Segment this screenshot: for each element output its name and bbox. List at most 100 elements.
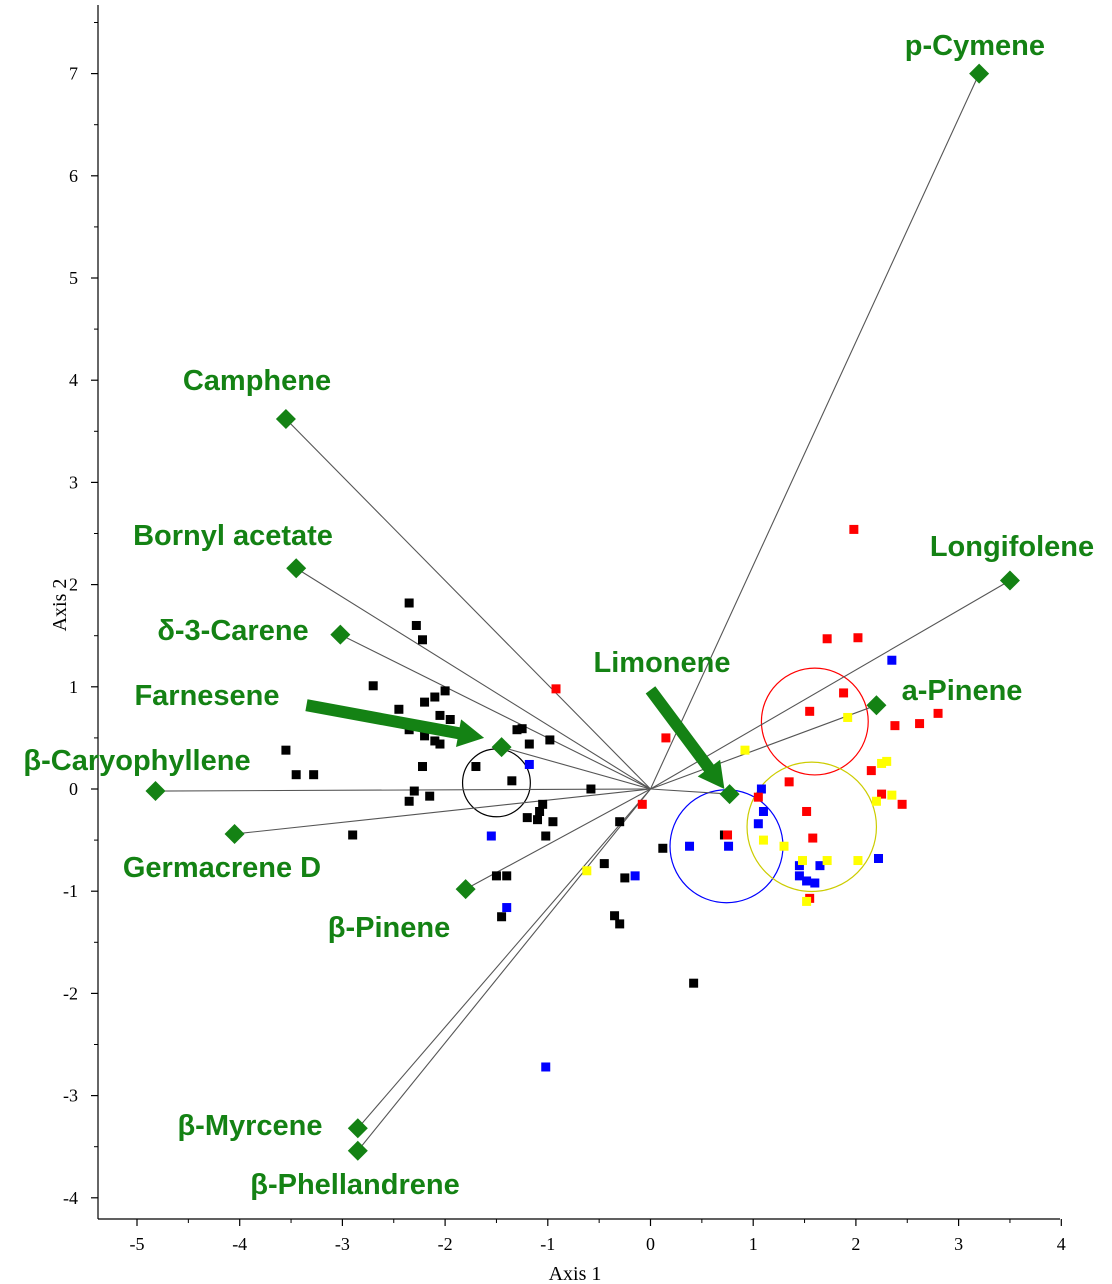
highlight-arrows-layer [305,686,725,789]
sample-point-red [805,706,815,716]
axes-layer: -5 -4 -3 -2 -1 0 1 2 3 4 -4 -3 -2 -1 0 1 2 3 4 5 6 7 [63,5,1066,1254]
vector-camphene [285,418,651,790]
variable-marker-germacrene-d [224,823,245,844]
vector-phellandrene [357,788,651,1152]
sample-point-red [853,633,863,643]
sample-point-yellow [797,856,807,866]
sample-point-black [418,635,428,645]
sample-point-black [548,817,558,827]
y-tick-label: 0 [69,779,78,799]
vector-germacrene-d [234,788,651,835]
variable-label-phellandrene: β-Phellandrene [250,1169,459,1201]
variable-marker-myrcene [347,1118,368,1139]
sample-point-blue [758,806,768,816]
variable-label-caryophyllene: β-Caryophyllene [23,745,250,777]
sample-point-yellow [877,758,887,768]
sample-point-black [420,731,430,741]
arrow-to-limonene [645,686,725,789]
sample-point-black [615,919,625,929]
sample-point-red [877,789,887,799]
variable-marker-phellandrene [347,1140,368,1161]
vector-longifolene [650,580,1011,790]
sample-point-black [497,912,507,922]
sample-point-red [897,799,907,809]
vector-a-pinene [650,704,877,790]
sample-point-black [599,859,609,869]
sample-point-yellow [582,866,592,876]
variable-labels-layer: p-Cymene Camphene Bornyl acetate Longifolen… [23,30,1094,1201]
sample-point-black [517,724,527,734]
sample-point-black [689,978,699,988]
variable-marker-pinene [455,879,476,900]
variable-markers-layer [145,63,1020,1161]
sample-point-black [435,739,445,749]
x-tick-label: 3 [954,1234,963,1254]
x-tick-label: 2 [851,1234,860,1254]
sample-point-yellow [740,745,750,755]
group-circles-layer [461,667,878,904]
sample-point-black [524,739,534,749]
sample-point-red [822,634,832,644]
sample-point-black [586,784,596,794]
sample-point-red [661,733,671,743]
x-tick-label: -5 [130,1234,145,1254]
sample-point-blue [887,655,897,665]
variable-label-bornyl-acetate: Bornyl acetate [133,520,333,552]
variable-marker-limonene [719,784,740,805]
sample-point-blue [815,861,825,871]
variable-label-camphene: Camphene [183,365,331,397]
variable-label-a-pinene: a-Pinene [902,675,1023,707]
arrow-to-farnesene [305,699,485,747]
sample-point-black [538,799,548,809]
sample-point-black [291,770,301,780]
x-tick-label: -2 [438,1234,453,1254]
x-tick-label: 0 [646,1234,655,1254]
sample-point-black [348,830,358,840]
sample-point-black [610,911,620,921]
sample-point-black [512,725,522,735]
y-tick-label: 3 [69,472,78,492]
vector-farnesene [501,746,651,790]
sample-point-blue [753,819,763,829]
sample-point-red [933,708,943,718]
y-tick-label: 4 [69,370,78,390]
sample-point-black [368,681,378,691]
sample-point-red [849,524,859,534]
sample-point-black [620,873,630,883]
sample-point-blue [486,831,496,841]
vector-bornyl-acetate [295,567,651,790]
sample-point-yellow [822,856,832,866]
sample-point-red [890,721,900,731]
sample-point-red [551,684,561,694]
sample-point-yellow [843,712,853,722]
sample-point-red [839,688,849,698]
y-tick-label: -1 [63,881,78,901]
sample-point-red [808,833,818,843]
sample-point-black [394,704,404,714]
sample-point-black [435,710,445,720]
y-tick-label: 5 [69,268,78,288]
y-tick-label: -2 [63,983,78,1003]
sample-point-black [502,871,512,881]
sample-point-yellow [887,790,897,800]
group-ellipse-1 [461,748,531,818]
sample-point-red [723,830,733,840]
sample-point-yellow [779,841,789,851]
sample-point-black [281,745,291,755]
vector-3-carene [340,634,651,790]
sample-point-black [430,736,440,746]
variable-label-myrcene: β-Myrcene [177,1110,322,1142]
sample-point-black [440,686,450,696]
variable-label-pinene: β-Pinene [328,912,450,944]
sample-point-blue [756,784,766,794]
variable-marker-longifolene [999,570,1020,591]
y-tick-label: 1 [69,677,78,697]
y-axis-title: Axis 2 [49,579,71,632]
y-tick-label: 6 [69,166,78,186]
sample-point-black [507,776,517,786]
variable-marker-p-cymene [969,63,990,84]
sample-point-yellow [882,756,892,766]
variable-marker-a-pinene [866,695,887,716]
sample-point-black [430,692,440,702]
